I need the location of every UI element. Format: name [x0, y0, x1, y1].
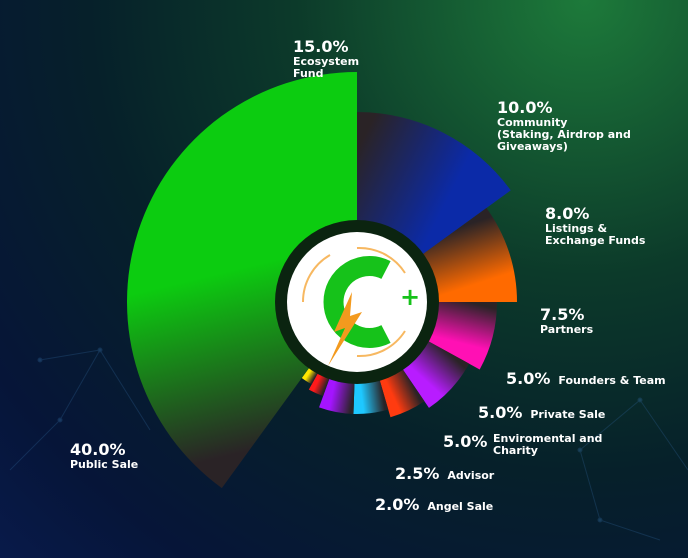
label-name: Fund — [293, 67, 324, 80]
label-advisor: 2.5% Advisor — [395, 464, 494, 483]
logo-plus-icon: + — [400, 283, 420, 311]
label-pct: 7.5% — [540, 305, 585, 324]
label-enviromental: 5.0% Enviromental and Charity — [443, 433, 643, 457]
label-name: Exchange Funds — [545, 234, 646, 247]
label-name: Public Sale — [70, 458, 139, 471]
label-pct: 2.0% — [375, 495, 420, 514]
label-pct: 5.0% — [478, 403, 523, 422]
label-partners: 7.5% Partners — [540, 306, 593, 336]
logo-disc — [287, 232, 427, 372]
label-community: 10.0% Community (Staking, Airdrop and Gi… — [497, 99, 631, 153]
label-name: Giveaways) — [497, 140, 568, 153]
label-pct: 10.0% — [497, 98, 553, 117]
label-angel-sale: 2.0% Angel Sale — [375, 495, 493, 514]
label-name: Advisor — [447, 469, 495, 482]
label-founders: 5.0% Founders & Team — [506, 369, 666, 388]
label-name: Charity — [493, 444, 538, 457]
label-private-sale: 5.0% Private Sale — [478, 403, 605, 422]
label-name: Founders & Team — [558, 374, 666, 387]
pie-slice-listings-exchange-funds — [418, 302, 498, 370]
label-pct: 15.0% — [293, 37, 349, 56]
label-name: Ecosystem — [293, 55, 360, 68]
label-name: Angel Sale — [427, 500, 494, 513]
label-pct: 2.5% — [395, 464, 440, 483]
pie-slice-ecosystem-fund — [357, 112, 511, 261]
label-name: Listings & — [545, 222, 608, 235]
label-name: Partners — [540, 323, 594, 336]
logo-c-icon — [323, 256, 391, 348]
label-name: Community — [497, 116, 568, 129]
center-logo: + — [275, 220, 439, 384]
label-listings: 8.0% Listings & Exchange Funds — [545, 205, 645, 247]
label-public-sale: 40.0% Public Sale — [70, 441, 138, 471]
pie-slice-community-staking-airdrop-and-giveaways — [413, 207, 517, 302]
label-ecosystem-fund: 15.0% Ecosystem Fund — [293, 38, 359, 80]
label-pct: 8.0% — [545, 204, 590, 223]
label-pct: 40.0% — [70, 440, 126, 459]
label-pct: 5.0% — [506, 369, 551, 388]
lightning-bolt-icon — [328, 292, 362, 366]
label-name: Private Sale — [530, 408, 606, 421]
label-name: Enviromental and — [493, 432, 603, 445]
label-name: (Staking, Airdrop and — [497, 128, 631, 141]
pie-slice-public-sale — [127, 72, 358, 489]
label-pct: 5.0% — [443, 432, 488, 451]
